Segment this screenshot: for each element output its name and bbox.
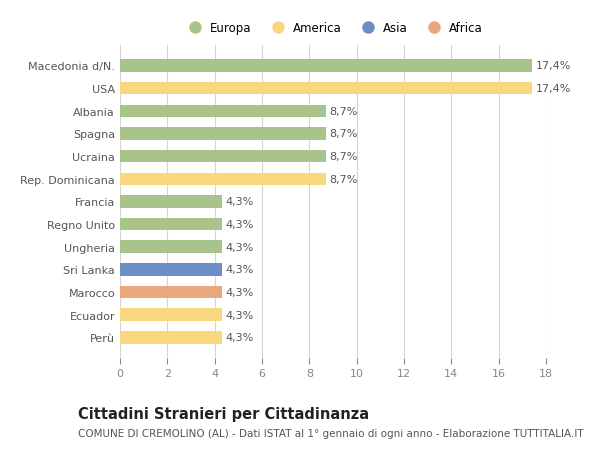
Text: 4,3%: 4,3% [226, 219, 254, 230]
Text: 8,7%: 8,7% [329, 174, 358, 185]
Text: 8,7%: 8,7% [329, 129, 358, 139]
Bar [120, 60, 532, 73]
Text: Cittadini Stranieri per Cittadinanza: Cittadini Stranieri per Cittadinanza [78, 406, 369, 421]
Text: 4,3%: 4,3% [226, 333, 254, 342]
Text: 4,3%: 4,3% [226, 197, 254, 207]
Text: 17,4%: 17,4% [535, 84, 571, 94]
Text: COMUNE DI CREMOLINO (AL) - Dati ISTAT al 1° gennaio di ogni anno - Elaborazione : COMUNE DI CREMOLINO (AL) - Dati ISTAT al… [78, 428, 584, 438]
Text: 17,4%: 17,4% [535, 62, 571, 71]
Text: 4,3%: 4,3% [226, 265, 254, 275]
Bar [120, 331, 222, 344]
Bar [120, 241, 222, 253]
Bar [120, 309, 222, 321]
Bar [120, 105, 326, 118]
Bar [120, 263, 222, 276]
Text: 8,7%: 8,7% [329, 152, 358, 162]
Text: 4,3%: 4,3% [226, 287, 254, 297]
Legend: Europa, America, Asia, Africa: Europa, America, Asia, Africa [178, 17, 488, 40]
Text: 4,3%: 4,3% [226, 310, 254, 320]
Bar [120, 218, 222, 231]
Text: 4,3%: 4,3% [226, 242, 254, 252]
Bar [120, 128, 326, 140]
Text: 8,7%: 8,7% [329, 106, 358, 117]
Bar [120, 151, 326, 163]
Bar [120, 173, 326, 185]
Bar [120, 286, 222, 299]
Bar [120, 196, 222, 208]
Bar [120, 83, 532, 95]
